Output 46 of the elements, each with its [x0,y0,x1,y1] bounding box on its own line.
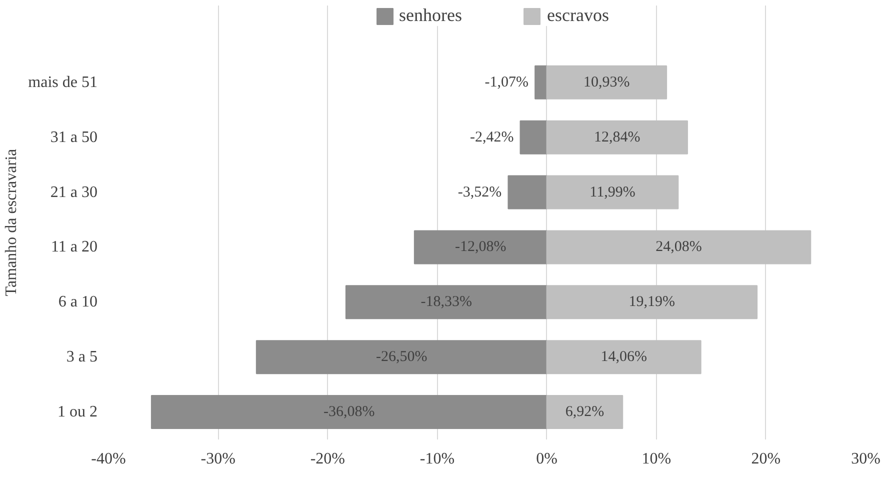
bar [534,65,548,100]
bar [546,120,688,154]
data-label: -26,50% [376,349,428,366]
data-label: -12,08% [454,239,506,256]
y-axis-title: Tamanho da escravaria [3,148,20,296]
legend-label: senhores [399,5,462,26]
bar [546,65,668,100]
x-tick-label: -30% [200,450,236,468]
y-tick-label: 3 a 5 [66,348,98,366]
y-tick-label: mais de 51 [28,74,98,91]
data-label: 12,84% [594,129,640,146]
bar [546,395,624,430]
bar [546,340,702,374]
y-tick-label: 6 a 10 [58,294,98,311]
x-tick-label: -40% [91,450,126,468]
x-tick-label: -20% [310,450,345,468]
x-tick-label: 0% [536,450,558,468]
bar [256,340,548,374]
bar [150,395,548,430]
data-label: -1,07% [484,74,528,90]
bar [546,230,812,264]
data-label: -2,42% [470,129,514,146]
legend-label: escravos [547,5,609,26]
x-tick-label: 20% [751,450,781,468]
bar [546,285,758,320]
bar [345,285,548,320]
data-label: -36,08% [324,404,375,420]
data-label: 24,08% [656,239,702,256]
x-tick-label: 10% [642,450,672,468]
y-tick-label: 31 a 50 [50,128,98,146]
data-label: 19,19% [628,294,676,310]
data-label: 10,93% [584,74,630,90]
bar [508,175,548,210]
data-label: -3,52% [458,184,502,200]
bar [520,120,548,154]
data-label: 14,06% [600,349,647,366]
x-tick-label: 30% [851,450,880,468]
data-label: -18,33% [420,294,472,310]
data-label: 6,92% [565,404,604,420]
y-tick-label: 1 ou 2 [58,404,98,421]
x-tick-label: -10% [420,450,455,468]
bar [546,175,679,210]
y-tick-label: 21 a 30 [50,184,98,201]
data-label: 11,99% [590,184,636,200]
y-tick-label: 11 a 20 [50,238,98,256]
bar [414,230,548,264]
